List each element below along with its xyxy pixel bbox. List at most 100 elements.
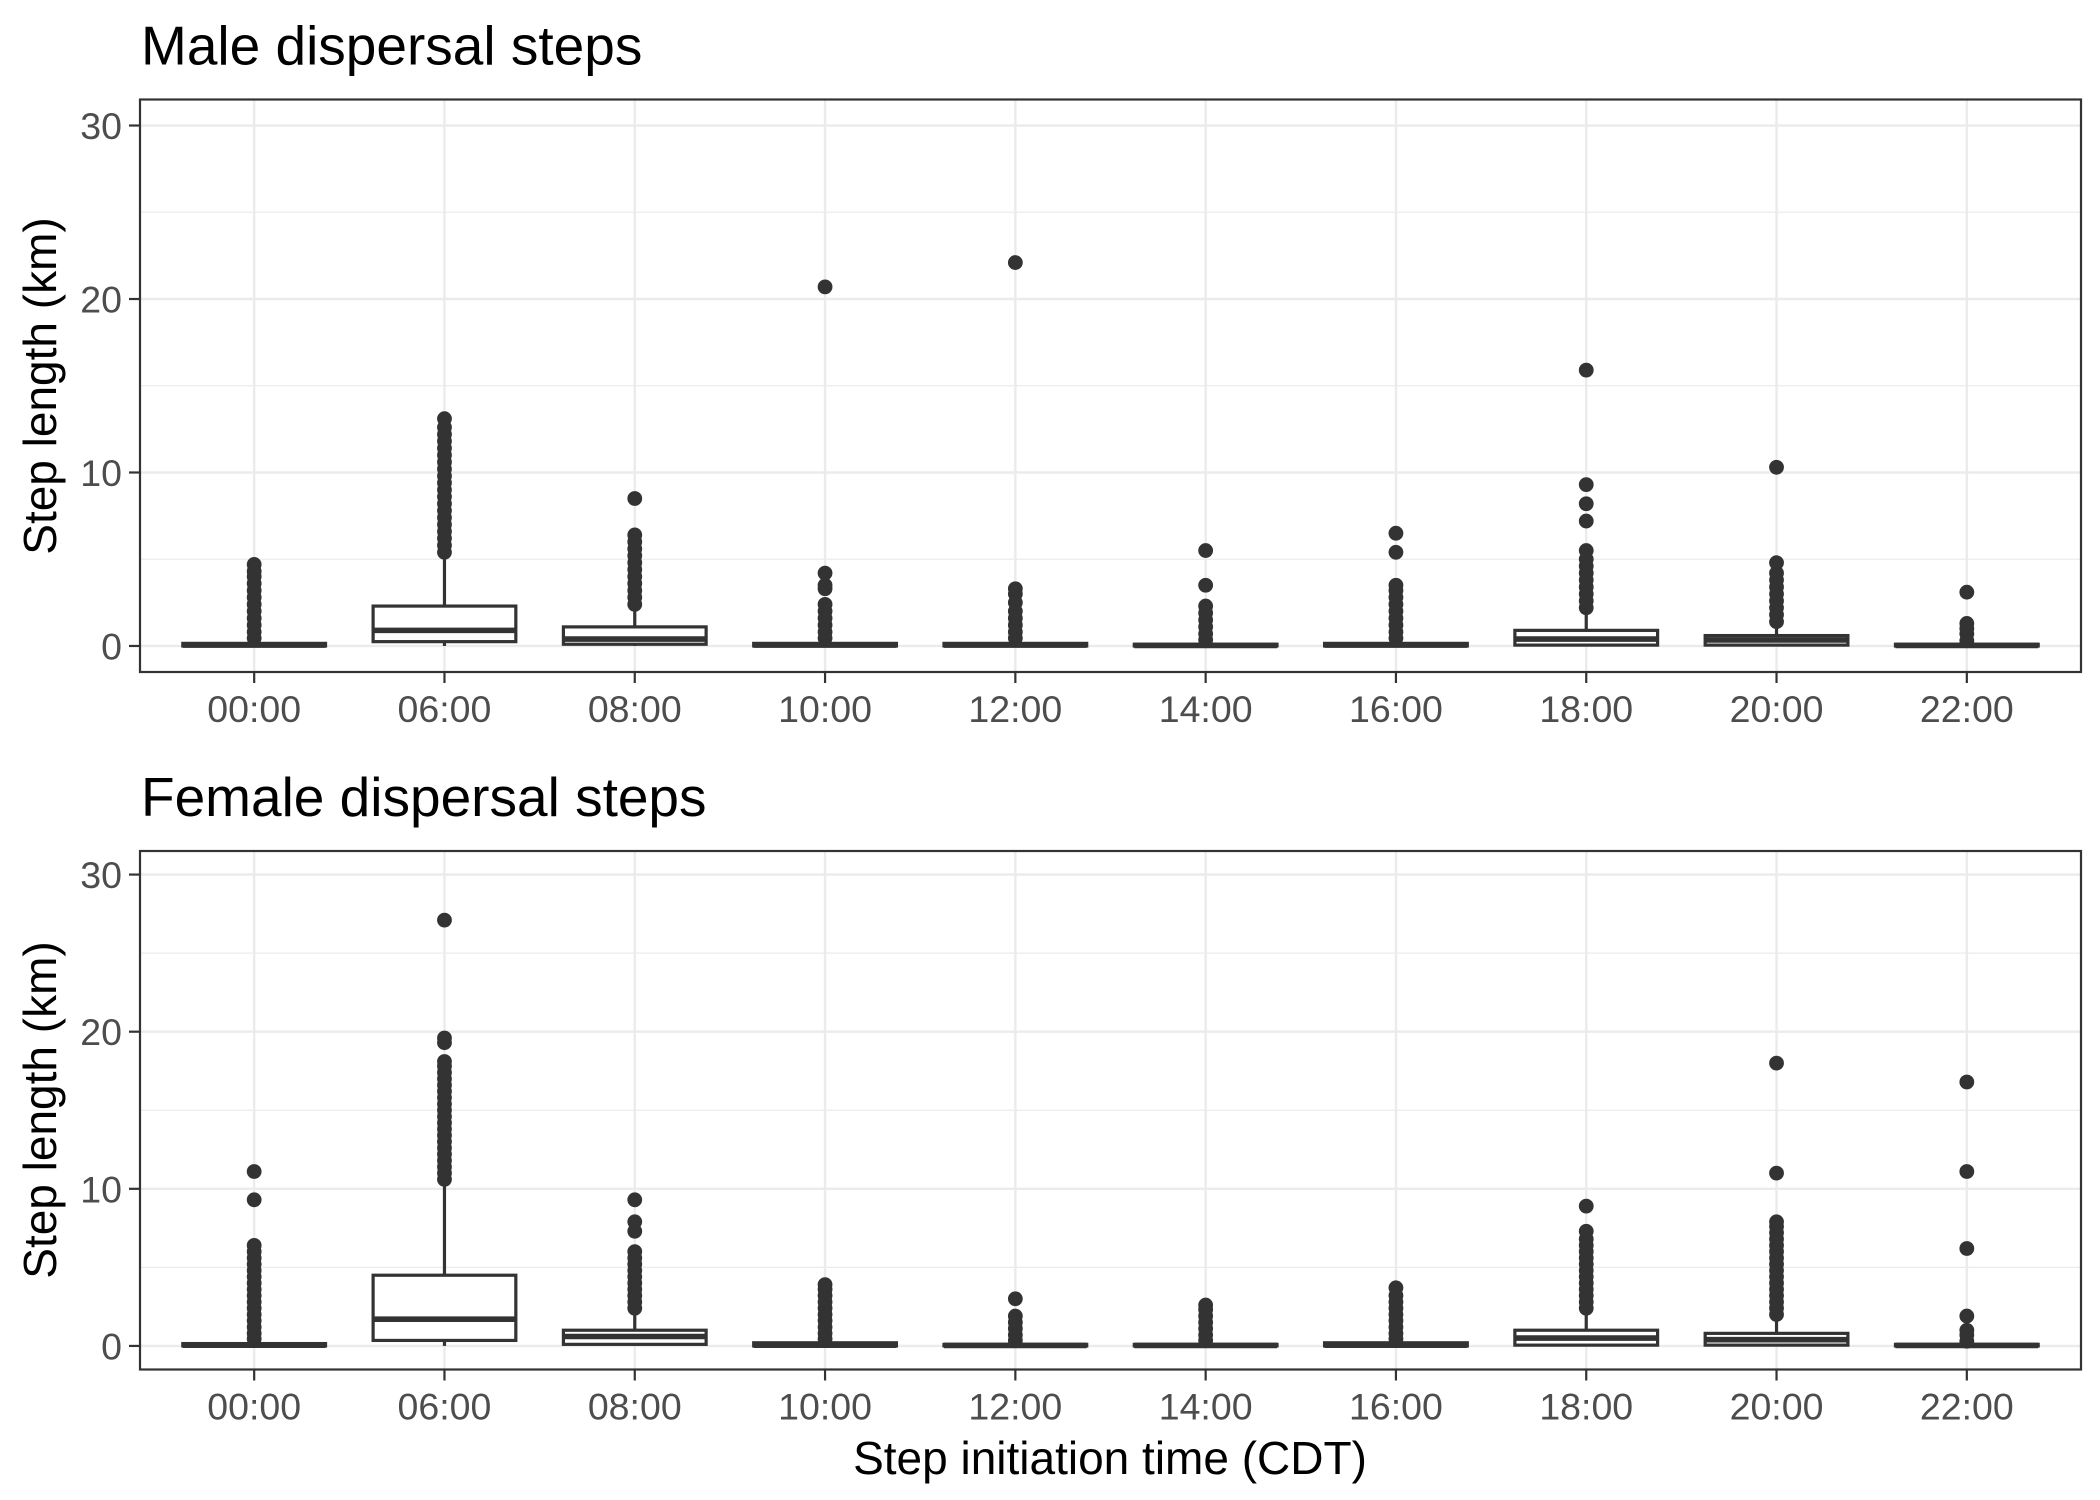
female-outlier-point-2000 xyxy=(1769,1055,1784,1071)
male-x-tick-label: 08:00 xyxy=(588,688,682,730)
female-plot-panel: 0 10 20 30 00:00 06:00 08:00 10:00 12:00 14:00 16:… xyxy=(80,849,2083,1428)
female-panel-title: Female dispersal steps xyxy=(141,766,707,828)
male-panel-border xyxy=(138,98,2083,674)
male-y-tick-label: 10 xyxy=(80,452,122,494)
male-outlier-point-2000 xyxy=(1769,565,1784,581)
male-outlier-point-1400 xyxy=(1198,598,1214,614)
female-boxplot-1800 xyxy=(1513,1198,1660,1347)
male-x-tick-label: 20:00 xyxy=(1730,688,1824,730)
female-outlier-point-0000 xyxy=(246,1237,262,1253)
female-y-tick-label: 30 xyxy=(80,854,122,896)
female-outlier-point-0800 xyxy=(627,1244,643,1260)
male-outlier-point-1600 xyxy=(1388,525,1404,541)
male-outlier-point-1600 xyxy=(1388,544,1404,560)
male-outlier-point-1200 xyxy=(1007,581,1023,597)
male-y-tick-label: 20 xyxy=(80,279,122,321)
female-x-tick-label: 00:00 xyxy=(207,1386,301,1428)
male-x-tick-label: 00:00 xyxy=(207,688,301,730)
male-x-tick-label: 10:00 xyxy=(778,688,872,730)
female-outlier-point-1200 xyxy=(1007,1291,1023,1307)
female-x-tick-label: 20:00 xyxy=(1730,1386,1824,1428)
x-axis-title: Step initiation time (CDT) xyxy=(853,1432,1367,1484)
male-outlier-point-1000 xyxy=(817,577,833,593)
female-outlier-point-0600 xyxy=(437,912,452,928)
female-boxplot-0000 xyxy=(181,1164,328,1348)
male-x-tick-label: 12:00 xyxy=(968,688,1062,730)
male-x-tick-label: 14:00 xyxy=(1159,688,1253,730)
male-outlier-point-2000 xyxy=(1769,459,1784,475)
female-x-tick-label: 06:00 xyxy=(398,1386,492,1428)
female-outlier-point-1400 xyxy=(1198,1297,1214,1313)
male-boxplot-1400 xyxy=(1132,543,1279,649)
female-outlier-point-0800 xyxy=(627,1192,643,1208)
female-outlier-point-0800 xyxy=(627,1214,643,1230)
male-outlier-point-1800 xyxy=(1578,513,1594,529)
female-outlier-point-0600 xyxy=(437,1054,452,1069)
female-y-tick-label: 0 xyxy=(101,1325,122,1367)
male-boxplot-0600 xyxy=(371,411,518,646)
female-x-tick-label: 10:00 xyxy=(778,1386,872,1428)
female-panel-border xyxy=(138,849,2083,1371)
male-plot-panel: 0 10 20 30 00:00 06:00 08:00 10:00 12:00 14:00 16:… xyxy=(80,98,2083,730)
male-boxplot-1200 xyxy=(942,255,1089,648)
female-x-tick-label: 22:00 xyxy=(1920,1386,2014,1428)
male-outlier-point-0800 xyxy=(627,527,643,543)
female-boxplot-2000 xyxy=(1703,1055,1850,1347)
male-outlier-point-1400 xyxy=(1198,543,1214,558)
male-outlier-point-0000 xyxy=(246,557,262,572)
male-outlier-point-2200 xyxy=(1959,584,1975,600)
female-outlier-point-2200 xyxy=(1959,1322,1975,1338)
female-x-tick-label: 12:00 xyxy=(968,1386,1062,1428)
female-boxplot-1200 xyxy=(942,1291,1089,1349)
female-outlier-point-0600 xyxy=(437,1030,452,1046)
male-outlier-point-1600 xyxy=(1388,577,1404,593)
female-outlier-point-2200 xyxy=(1959,1074,1975,1090)
male-x-tick-label: 22:00 xyxy=(1920,688,2014,730)
female-boxplot-1600 xyxy=(1322,1280,1469,1348)
female-x-tick-label: 14:00 xyxy=(1159,1386,1253,1428)
male-outlier-point-1000 xyxy=(817,565,833,581)
male-outlier-point-1800 xyxy=(1578,543,1594,558)
male-x-tick-label: 06:00 xyxy=(398,688,492,730)
male-outlier-point-2000 xyxy=(1769,555,1784,571)
female-boxplot-1400 xyxy=(1132,1297,1279,1349)
female-y-tick-label: 20 xyxy=(80,1011,122,1053)
female-boxplot-1000 xyxy=(752,1277,899,1348)
female-x-tick-label: 08:00 xyxy=(588,1386,682,1428)
female-outlier-point-1200 xyxy=(1007,1308,1023,1324)
male-boxplot-2200 xyxy=(1893,584,2040,649)
female-outlier-point-2000 xyxy=(1769,1214,1784,1230)
female-outlier-point-2000 xyxy=(1769,1165,1784,1181)
male-boxplot-1800 xyxy=(1513,362,1660,647)
male-panel-title: Male dispersal steps xyxy=(141,15,642,77)
male-x-tick-label: 18:00 xyxy=(1539,688,1633,730)
male-boxplot-1000 xyxy=(752,279,899,648)
male-x-tick-label: 16:00 xyxy=(1349,688,1443,730)
male-boxplot-0800 xyxy=(561,491,708,646)
male-outlier-point-1800 xyxy=(1578,477,1594,493)
female-outlier-point-0000 xyxy=(246,1164,262,1179)
male-outlier-point-1400 xyxy=(1198,577,1214,593)
male-outlier-point-1800 xyxy=(1578,362,1594,378)
male-boxplot-0000 xyxy=(181,557,328,648)
female-outlier-point-1800 xyxy=(1578,1198,1594,1214)
male-outlier-point-0800 xyxy=(627,491,643,506)
male-box-0600 xyxy=(371,604,518,644)
male-boxplot-2000 xyxy=(1703,459,1850,647)
female-outlier-point-2200 xyxy=(1959,1308,1975,1324)
female-outlier-point-1800 xyxy=(1578,1223,1594,1239)
female-box-0600 xyxy=(371,1273,518,1343)
female-boxplot-0800 xyxy=(561,1192,708,1346)
female-boxplot-2200 xyxy=(1893,1074,2040,1349)
male-outlier-point-1000 xyxy=(817,279,833,295)
female-x-tick-label: 16:00 xyxy=(1349,1386,1443,1428)
female-outlier-point-2200 xyxy=(1959,1164,1975,1179)
female-x-tick-label: 18:00 xyxy=(1539,1386,1633,1428)
female-y-axis-title: Step length (km) xyxy=(14,941,66,1278)
male-y-tick-label: 30 xyxy=(80,105,122,147)
male-outlier-point-1200 xyxy=(1007,255,1023,270)
female-y-tick-label: 10 xyxy=(80,1168,122,1210)
male-boxplot-1600 xyxy=(1322,525,1469,648)
male-outlier-point-0600 xyxy=(437,411,452,427)
